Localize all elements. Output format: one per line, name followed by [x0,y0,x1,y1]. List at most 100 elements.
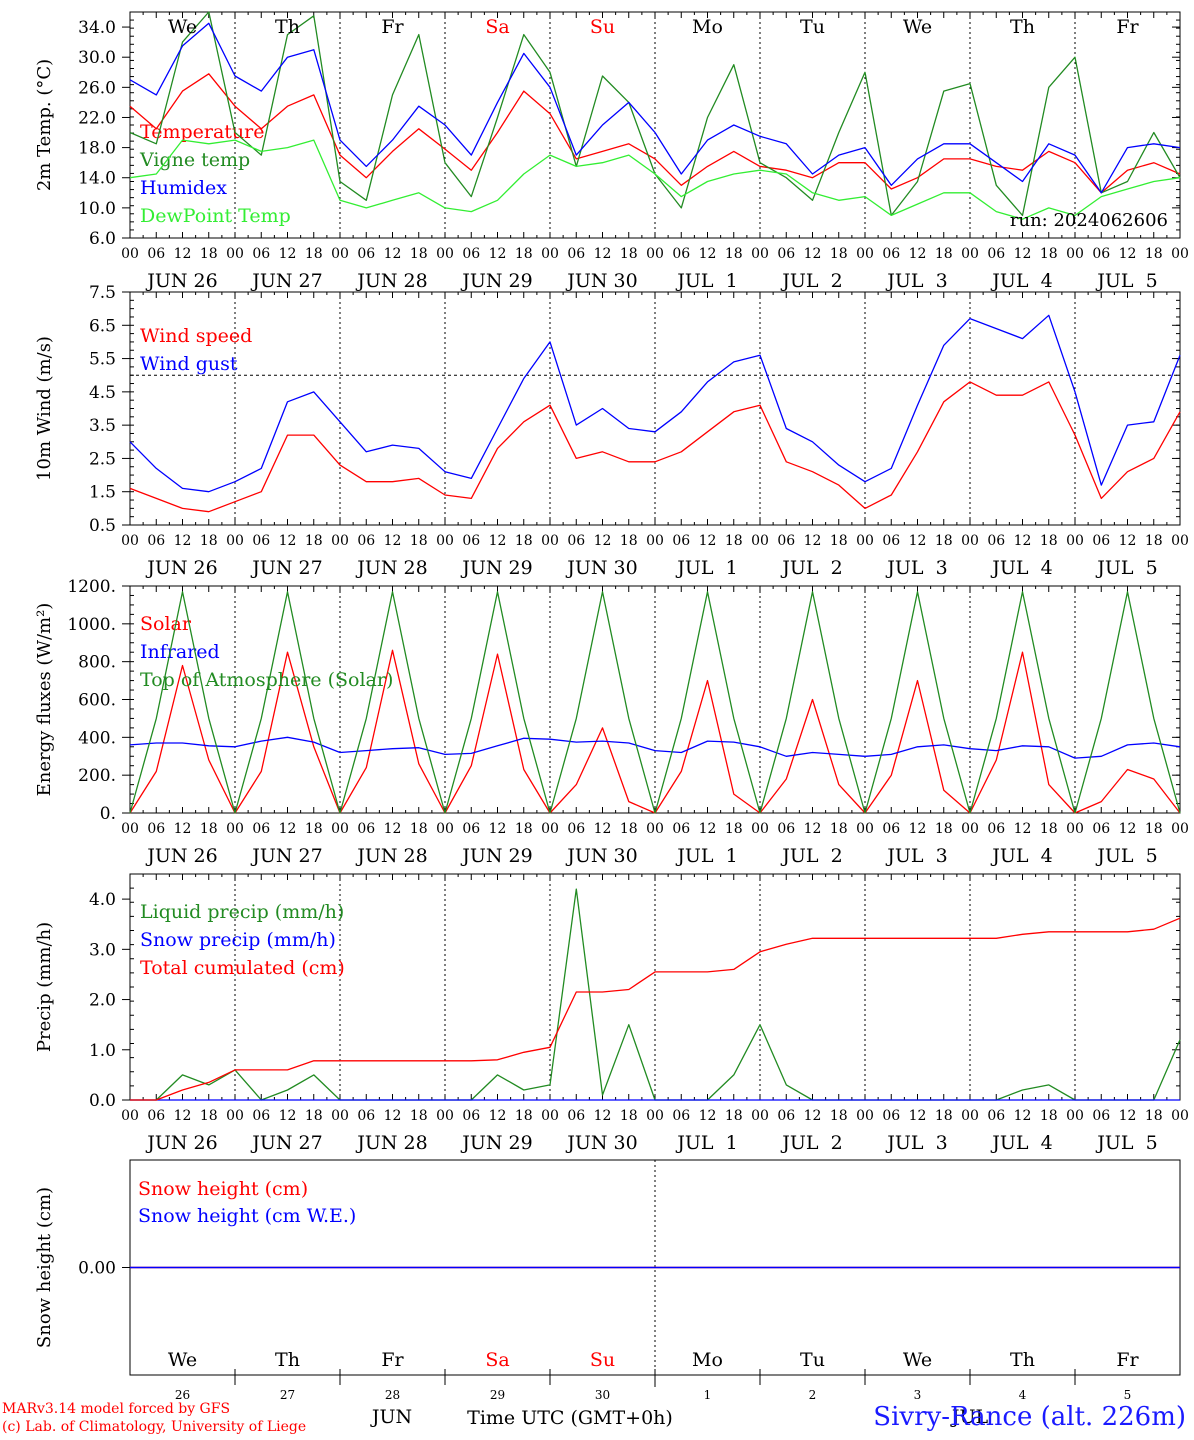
plot-frame [129,585,1181,814]
hour-tick-label: 06 [987,1108,1005,1124]
hour-tick-label: 12 [1119,533,1137,549]
hour-tick-label: 18 [1040,1108,1058,1124]
hour-tick-label: 12 [699,1108,717,1124]
day-label: JUL 5 [1095,270,1157,292]
weekday-label: We [168,1349,197,1371]
day-label: JUN 28 [355,845,427,867]
hour-tick-label: 06 [252,821,270,837]
hour-tick-label: 00 [331,246,349,262]
hour-tick-label: 18 [1145,821,1163,837]
legend-entry: Vigne temp [139,149,250,171]
hour-tick-label: 00 [751,533,769,549]
day-label: JUL 4 [990,557,1052,579]
hour-tick-label: 00 [1171,533,1189,549]
hour-tick-label: 18 [515,821,533,837]
day-label: JUL 2 [780,557,842,579]
hour-tick-label: 00 [541,246,559,262]
y-tick-label: 6.0 [89,229,116,249]
hour-tick-label: 12 [174,533,192,549]
weekday-label: We [903,16,932,38]
hour-tick-label: 12 [804,246,822,262]
hour-tick-label: 00 [121,1108,139,1124]
hour-tick-label: 00 [226,246,244,262]
day-label: JUN 29 [460,270,532,292]
hour-tick-label: 12 [909,533,927,549]
day-label: JUL 3 [885,845,947,867]
day-label: JUL 3 [885,557,947,579]
y-tick-label: 3.5 [89,416,116,436]
day-label: JUN 27 [250,270,322,292]
weekday-label: Mo [692,1349,723,1371]
weekday-label: We [168,16,197,38]
legend-entry: Top of Atmosphere (Solar) [140,669,393,691]
hour-tick-label: 00 [961,246,979,262]
y-tick-label: 0.00 [78,1259,116,1279]
hour-tick-label: 06 [567,821,585,837]
y-tick-label: 30.0 [78,48,116,68]
hour-tick-label: 12 [1119,1108,1137,1124]
hour-tick-label: 18 [1040,246,1058,262]
hour-tick-label: 18 [200,533,218,549]
hour-tick-label: 18 [830,1108,848,1124]
hour-tick-label: 12 [804,1108,822,1124]
hour-tick-label: 12 [594,246,612,262]
day-number-label: 27 [280,1388,295,1402]
hour-tick-label: 12 [804,821,822,837]
hour-tick-label: 00 [751,1108,769,1124]
hour-tick-label: 00 [751,821,769,837]
day-label: JUL 1 [675,557,737,579]
weekday-label: We [903,1349,932,1371]
hour-tick-label: 06 [882,246,900,262]
hour-tick-label: 12 [594,1108,612,1124]
model-credit-line: MARv3.14 model forced by GFS [2,1401,231,1417]
hour-tick-label: 00 [121,821,139,837]
hour-tick-label: 12 [279,246,297,262]
hour-tick-label: 18 [620,533,638,549]
hour-tick-label: 18 [200,246,218,262]
day-label: JUL 1 [675,270,737,292]
hour-tick-label: 18 [410,821,428,837]
lab-credit-line: (c) Lab. of Climatology, University of L… [2,1419,307,1435]
hour-tick-label: 12 [489,533,507,549]
hour-tick-label: 18 [725,246,743,262]
hour-tick-label: 18 [725,1108,743,1124]
day-label: JUN 26 [145,557,217,579]
hour-tick-label: 00 [436,533,454,549]
day-label: JUL 2 [780,1132,842,1154]
hour-tick-label: 18 [830,246,848,262]
hour-tick-label: 00 [226,533,244,549]
hour-tick-label: 18 [200,1108,218,1124]
hour-tick-label: 18 [725,533,743,549]
hour-tick-label: 12 [1014,821,1032,837]
hour-tick-label: 06 [882,821,900,837]
hour-tick-label: 00 [331,821,349,837]
y-tick-label: 26.0 [78,78,116,98]
day-label: JUN 28 [355,270,427,292]
hour-tick-label: 18 [410,1108,428,1124]
hour-tick-label: 06 [147,1108,165,1124]
hour-tick-label: 06 [147,533,165,549]
day-number-label: 28 [385,1388,400,1402]
hour-tick-label: 06 [147,821,165,837]
y-tick-label: 4.5 [89,383,116,403]
legend-entry: Solar [140,613,192,635]
hour-tick-label: 06 [672,1108,690,1124]
day-label: JUN 30 [565,1132,637,1154]
legend-entry: Snow precip (mm/h) [140,929,336,951]
run-label: run: 2024062606 [1010,210,1168,231]
hour-tick-label: 12 [1014,246,1032,262]
legend-entry: Infrared [140,641,220,663]
hour-tick-label: 18 [620,246,638,262]
hour-tick-label: 06 [987,821,1005,837]
day-label: JUL 1 [675,1132,737,1154]
hour-tick-label: 06 [462,821,480,837]
hour-tick-label: 00 [961,1108,979,1124]
hour-tick-label: 12 [909,821,927,837]
hour-tick-label: 12 [699,533,717,549]
day-number-label: 4 [1019,1388,1027,1402]
day-label: JUL 4 [990,845,1052,867]
hour-tick-label: 12 [384,533,402,549]
weekday-label: Fr [1116,1349,1139,1371]
hour-tick-label: 00 [331,1108,349,1124]
y-axis-label: Precip (mm/h) [34,922,55,1052]
